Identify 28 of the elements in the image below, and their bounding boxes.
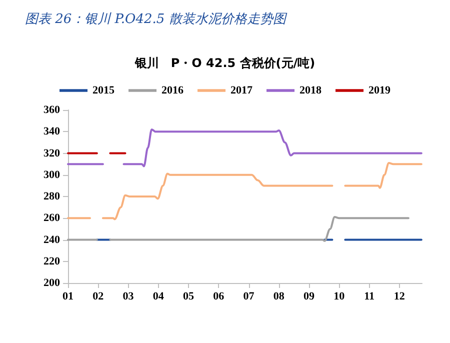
y-tick-label: 260 [44, 212, 60, 224]
x-tick-label: 03 [122, 290, 134, 302]
x-tick-label: 11 [364, 290, 374, 302]
x-tick-label: 02 [92, 290, 104, 302]
x-tick-label: 10 [334, 290, 346, 302]
chart-subtitle: 银川 P・O 42.5 含税价(元/吨) [134, 56, 316, 70]
y-tick-label: 280 [44, 190, 60, 202]
x-tick-label: 01 [62, 290, 74, 302]
legend-label: 2019 [368, 84, 391, 96]
y-tick-label: 200 [44, 277, 60, 289]
legend-label: 2016 [162, 84, 184, 96]
y-tick-label: 300 [44, 168, 60, 181]
legend-label: 2015 [92, 84, 115, 96]
legend-label: 2018 [300, 84, 322, 96]
y-tick-label: 320 [44, 147, 60, 160]
x-tick-label: 12 [394, 290, 406, 302]
y-tick-label: 220 [44, 255, 60, 268]
x-tick-label: 04 [152, 290, 164, 302]
legend-label: 2017 [230, 84, 253, 96]
y-tick-label: 360 [44, 104, 60, 116]
x-tick-label: 05 [183, 290, 195, 302]
x-tick-label: 07 [243, 290, 255, 302]
y-tick-label: 340 [44, 126, 60, 138]
x-tick-label: 08 [273, 290, 285, 302]
y-tick-label: 240 [44, 234, 60, 246]
x-tick-label: 06 [213, 290, 225, 302]
x-tick-label: 09 [304, 290, 316, 302]
chart-title: 图表 26：银川 P.O42.5 散装水泥价格走势图 [25, 12, 288, 27]
